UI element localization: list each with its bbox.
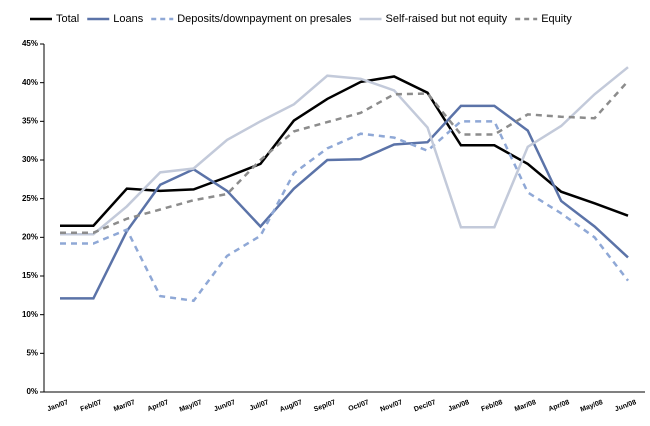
- y-tick-label: 30%: [22, 155, 38, 164]
- y-tick-label: 5%: [26, 348, 38, 357]
- y-tick-label: 35%: [22, 116, 38, 125]
- series-line: [60, 66, 629, 236]
- y-tick-label: 45%: [22, 39, 38, 48]
- y-tick-label: 10%: [22, 310, 38, 319]
- y-tick-label: 40%: [22, 78, 38, 87]
- legend-label: Equity: [541, 13, 572, 25]
- y-tick-label: 0%: [26, 387, 38, 396]
- legend-label: Self-raised but not equity: [386, 13, 508, 25]
- legend-label: Total: [56, 13, 79, 25]
- series-line: [60, 120, 629, 303]
- y-tick-label: 20%: [22, 232, 38, 241]
- legend-label: Deposits/downpayment on presales: [177, 13, 352, 25]
- y-tick-label: 15%: [22, 271, 38, 280]
- y-tick-label: 25%: [22, 194, 38, 203]
- legend-label: Loans: [113, 13, 143, 25]
